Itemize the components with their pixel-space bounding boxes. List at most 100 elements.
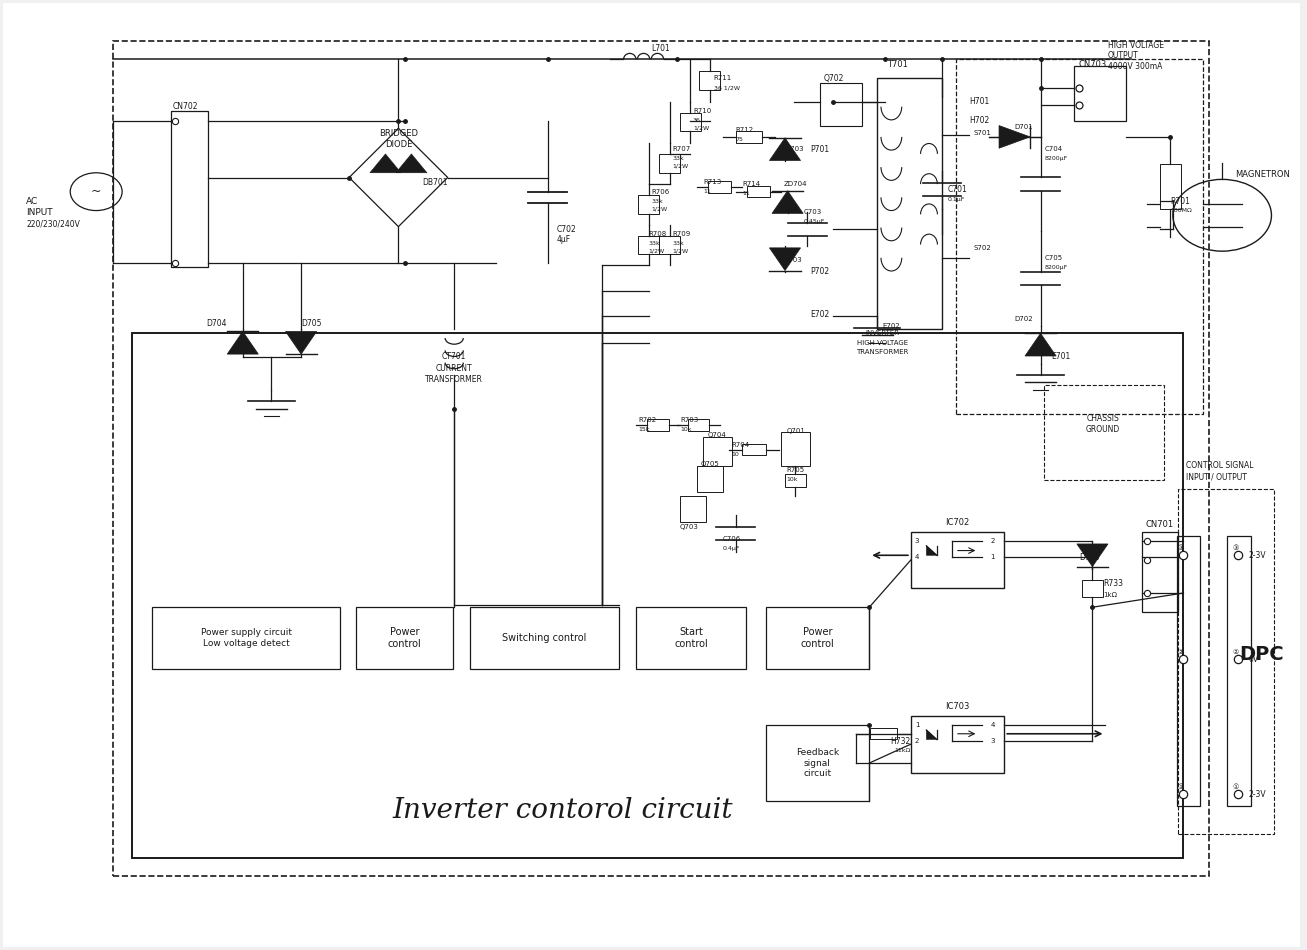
Bar [911, 716, 1004, 772]
Bar [1142, 532, 1178, 612]
Bar [703, 437, 732, 466]
Bar [708, 181, 731, 193]
Text: 1kΩ: 1kΩ [1103, 592, 1116, 598]
Polygon shape [770, 138, 801, 161]
Text: R703: R703 [680, 417, 698, 423]
Bar [469, 607, 620, 669]
Text: 8200μF: 8200μF [1044, 265, 1068, 270]
Polygon shape [227, 332, 259, 354]
Bar [132, 333, 1183, 858]
Text: P702: P702 [810, 268, 829, 276]
Text: HIGH VOLTAGE: HIGH VOLTAGE [856, 340, 908, 346]
Text: 0.1μF: 0.1μF [948, 197, 965, 201]
Text: 4000V 300mA: 4000V 300mA [1108, 62, 1162, 70]
Polygon shape [1077, 544, 1108, 566]
Text: R702: R702 [638, 417, 656, 423]
Bar [687, 419, 710, 430]
Text: D702: D702 [1014, 316, 1034, 322]
Text: P701: P701 [810, 144, 829, 154]
Bar [1178, 489, 1274, 834]
Text: 1: 1 [915, 722, 919, 729]
Bar [112, 41, 1209, 877]
Bar [748, 186, 770, 198]
Text: 1/2W: 1/2W [651, 206, 668, 211]
Text: 33k: 33k [672, 156, 684, 162]
Bar [766, 725, 869, 801]
Bar [152, 607, 340, 669]
Text: 100MΩ: 100MΩ [1170, 208, 1192, 213]
Text: ②: ② [1233, 649, 1238, 655]
Bar [171, 111, 208, 267]
Bar [870, 728, 897, 739]
Text: C704: C704 [1044, 146, 1063, 152]
Bar [1082, 580, 1103, 597]
Text: R705: R705 [787, 467, 804, 473]
Text: D705: D705 [302, 319, 322, 329]
Text: 10k: 10k [680, 428, 691, 432]
Text: D703: D703 [784, 256, 802, 262]
Bar [647, 419, 669, 430]
Text: Q705: Q705 [701, 461, 719, 466]
Text: R710: R710 [693, 108, 711, 114]
Text: 2: 2 [991, 538, 995, 544]
Bar [819, 83, 861, 125]
Text: 36 1/2W: 36 1/2W [714, 86, 740, 90]
Text: H701: H701 [970, 98, 989, 106]
Text: D706: D706 [1080, 553, 1100, 561]
Text: Feedback
signal
circuit: Feedback signal circuit [796, 749, 839, 778]
Text: 2-3V: 2-3V [1248, 789, 1265, 799]
Text: 1/2W: 1/2W [648, 249, 665, 254]
Text: Switching control: Switching control [502, 633, 587, 643]
Bar [877, 78, 942, 329]
Text: INPUT / OUTPUT: INPUT / OUTPUT [1185, 472, 1247, 482]
Text: ③: ③ [1233, 544, 1238, 551]
Text: L701: L701 [651, 44, 670, 52]
Bar [680, 113, 701, 131]
Bar [697, 466, 723, 492]
Text: 10k: 10k [787, 477, 797, 483]
Bar [699, 71, 720, 90]
Text: CN703: CN703 [1078, 60, 1107, 68]
Text: TRANSFORMER: TRANSFORMER [425, 375, 484, 384]
Text: R704: R704 [732, 442, 750, 447]
Text: Q703: Q703 [680, 524, 699, 530]
Text: H702: H702 [970, 116, 989, 125]
Text: 10: 10 [732, 451, 740, 457]
Text: CONTROL SIGNAL: CONTROL SIGNAL [1185, 461, 1253, 470]
Polygon shape [285, 332, 316, 354]
Text: 1/2W: 1/2W [672, 249, 689, 254]
Text: E702: E702 [882, 323, 901, 329]
Bar [741, 444, 766, 455]
Text: ①: ① [1233, 784, 1238, 789]
Text: Q702: Q702 [823, 74, 844, 83]
Polygon shape [772, 191, 804, 214]
Bar [786, 474, 805, 487]
Bar [680, 496, 706, 522]
Text: 1: 1 [991, 554, 995, 560]
Text: C706: C706 [723, 536, 741, 542]
Text: R707: R707 [672, 146, 690, 152]
Bar [766, 607, 869, 669]
Text: C703: C703 [804, 209, 821, 216]
Text: 75: 75 [736, 137, 744, 142]
Bar [659, 236, 680, 255]
Bar [635, 607, 746, 669]
Text: BRIDGED: BRIDGED [379, 128, 418, 138]
Text: Start
control: Start control [674, 627, 708, 649]
Text: D704: D704 [207, 319, 227, 329]
Text: 4μF: 4μF [557, 236, 571, 244]
Text: 0.45μF: 0.45μF [804, 219, 825, 224]
Text: GROUND: GROUND [1086, 426, 1120, 434]
Text: S702: S702 [974, 245, 991, 252]
Text: ②: ② [1178, 649, 1184, 655]
Bar [659, 154, 680, 173]
Polygon shape [770, 248, 801, 271]
Text: 3: 3 [991, 738, 995, 745]
Text: AC: AC [26, 197, 38, 205]
Text: CN701: CN701 [1146, 520, 1174, 528]
Text: 33k: 33k [651, 199, 663, 203]
Text: ~: ~ [91, 185, 102, 199]
Text: R708: R708 [648, 231, 667, 238]
Text: 33k: 33k [648, 241, 660, 246]
Text: TRANSFORMER: TRANSFORMER [856, 350, 908, 355]
